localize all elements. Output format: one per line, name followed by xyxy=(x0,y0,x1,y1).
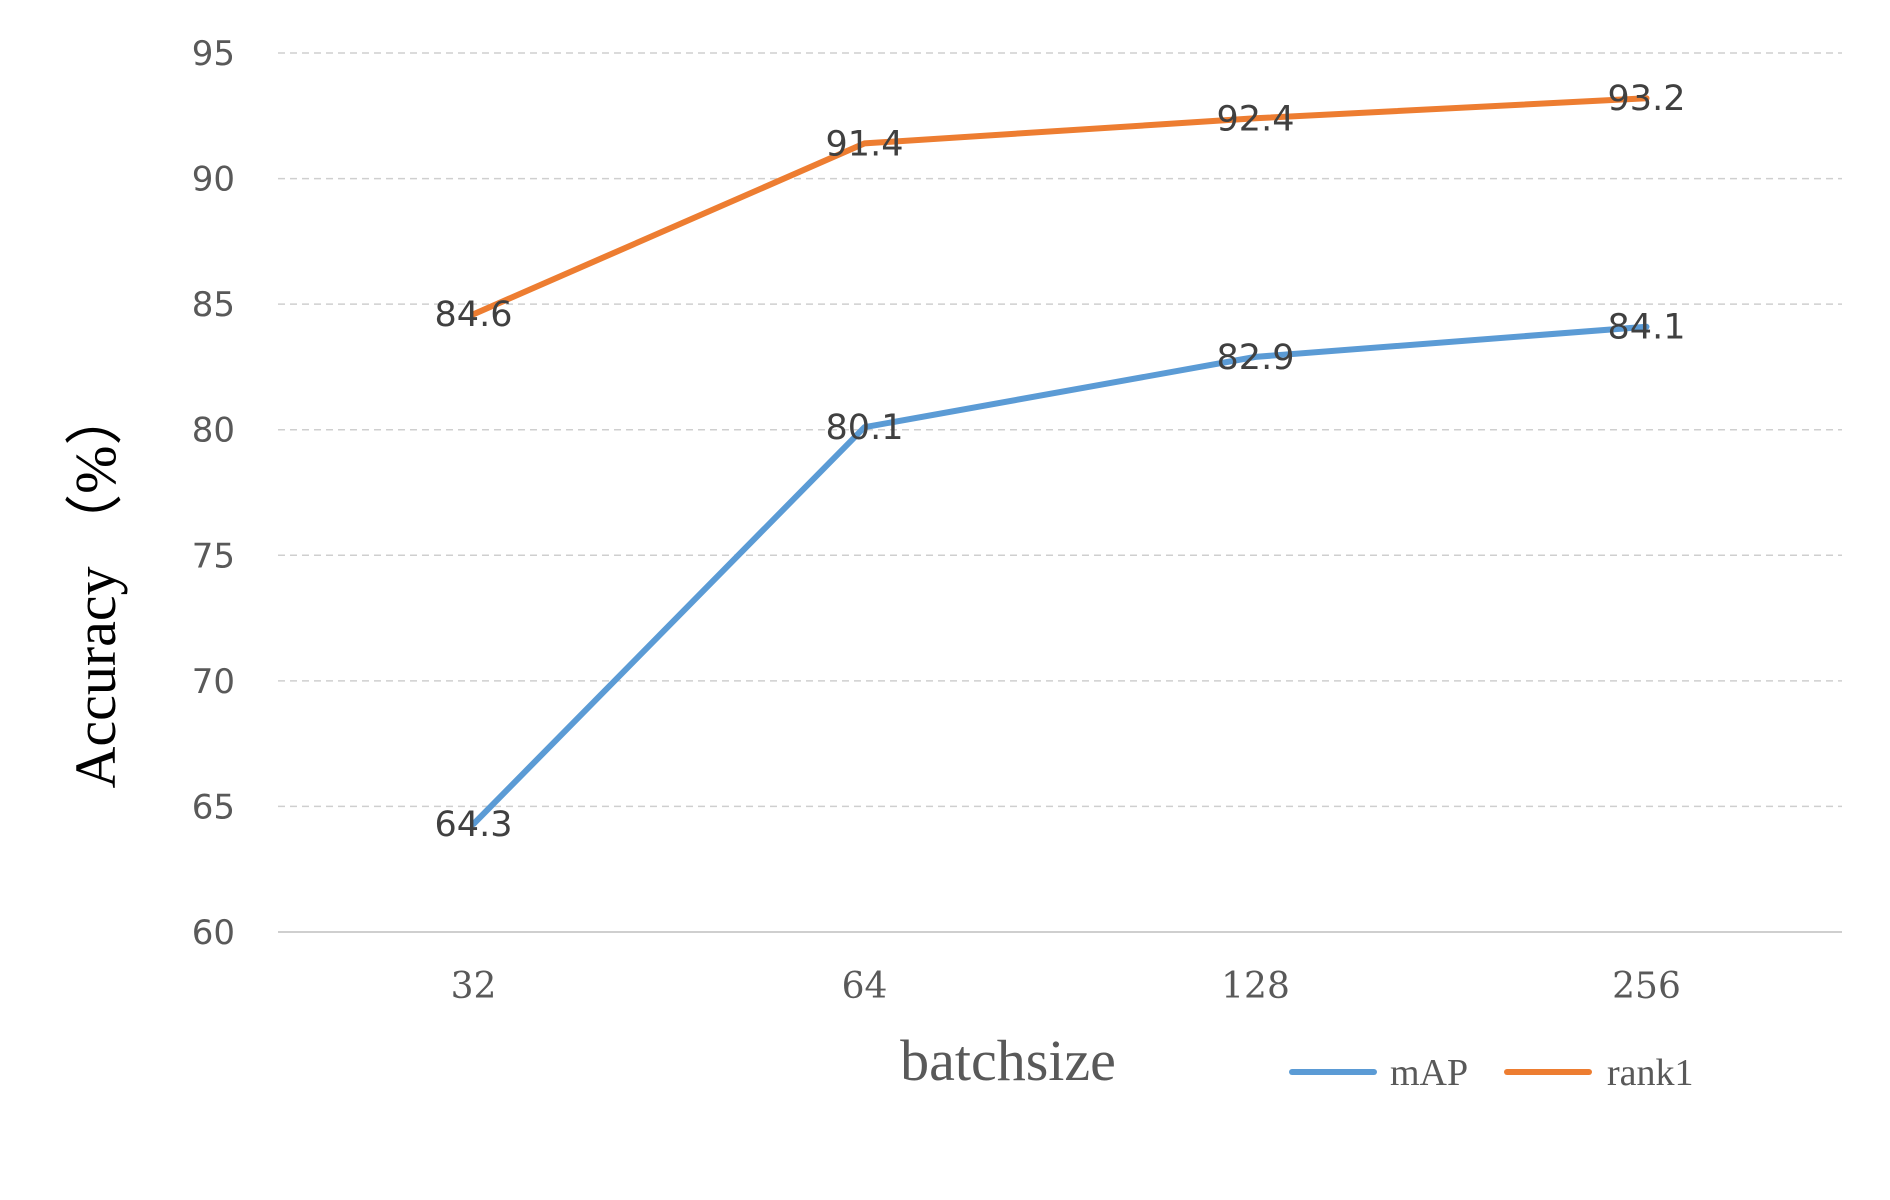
y-tick-label: 60 xyxy=(192,913,235,953)
data-label: 92.4 xyxy=(1217,99,1295,139)
data-label: 64.3 xyxy=(435,805,513,845)
data-label: 82.9 xyxy=(1217,338,1295,378)
x-tick-label: 64 xyxy=(842,966,888,1007)
data-label: 80.1 xyxy=(826,408,904,448)
legend-label-map: mAP xyxy=(1390,1052,1468,1094)
y-tick-label: 75 xyxy=(192,536,235,576)
series-line-map xyxy=(470,323,1650,828)
legend-label-rank1: rank1 xyxy=(1607,1052,1694,1094)
data-label: 91.4 xyxy=(826,124,904,164)
y-tick-label: 65 xyxy=(192,787,235,827)
x-axis-ticks: 32 64 128 256 xyxy=(451,966,1681,1007)
y-tick-label: 80 xyxy=(192,411,235,451)
data-label: 84.6 xyxy=(435,295,513,335)
grid-layer xyxy=(278,52,1842,933)
y-tick-label: 70 xyxy=(192,662,235,702)
y-axis-title: Accuracy （%） xyxy=(63,388,128,789)
data-labels: 64.3 80.1 82.9 84.1 84.6 91.4 92.4 93.2 xyxy=(435,79,1686,845)
x-tick-label: 128 xyxy=(1221,966,1290,1007)
data-label: 84.1 xyxy=(1608,308,1686,348)
data-label: 93.2 xyxy=(1608,79,1686,119)
y-tick-label: 95 xyxy=(192,34,235,74)
y-tick-label: 85 xyxy=(192,285,235,325)
legend: mAP rank1 xyxy=(1289,1052,1694,1094)
x-tick-label: 32 xyxy=(451,966,497,1007)
y-axis-ticks: 60 65 70 75 80 85 90 95 xyxy=(192,34,235,953)
x-axis-title: batchsize xyxy=(900,1028,1116,1093)
series-layer xyxy=(470,95,1650,828)
x-tick-label: 256 xyxy=(1612,966,1681,1007)
y-tick-label: 90 xyxy=(192,160,235,200)
series-line-rank1 xyxy=(470,95,1650,318)
